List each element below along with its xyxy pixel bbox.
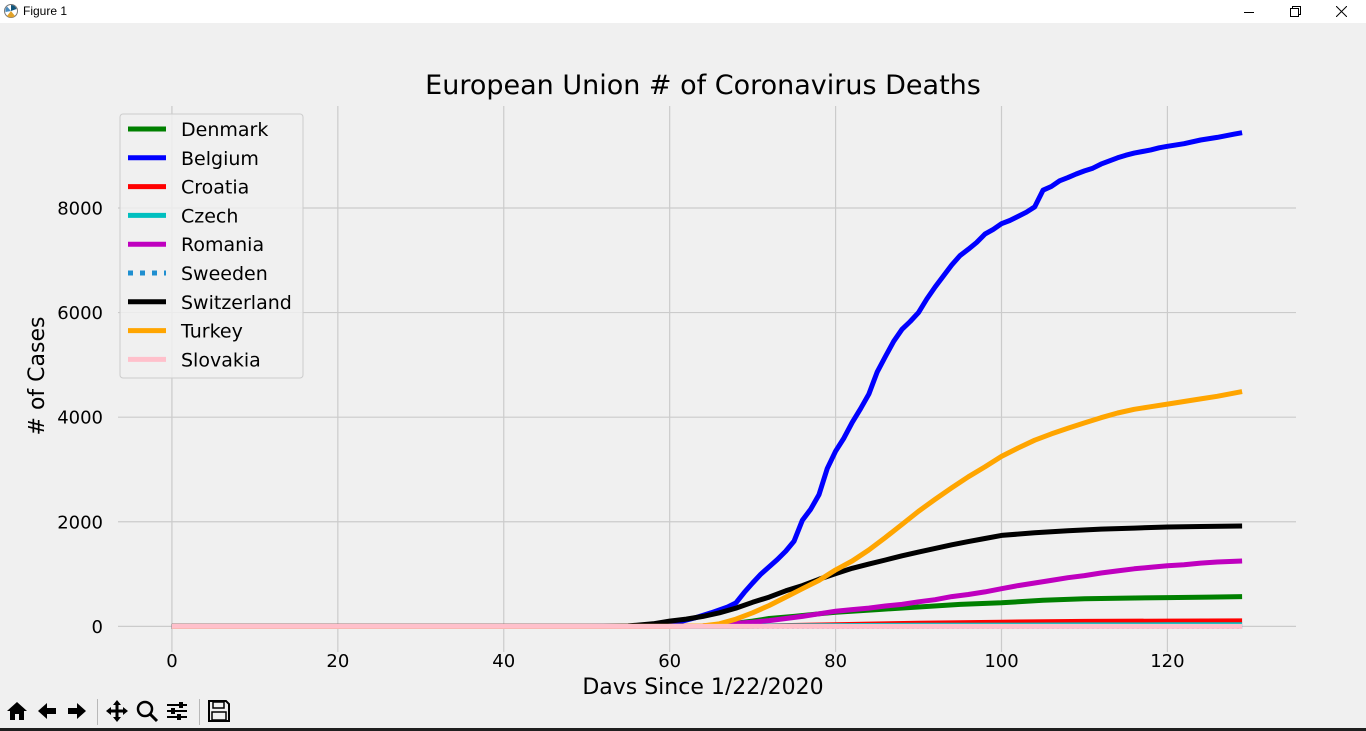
series-line-romania xyxy=(171,558,1243,629)
window-bottom-border xyxy=(0,728,1366,731)
y-axis-ticks: 0 2000 4000 6000 8000 xyxy=(57,198,103,637)
configure-subplots-icon xyxy=(167,702,187,720)
restore-icon xyxy=(1289,6,1301,17)
x-tick-label: 40 xyxy=(492,651,515,672)
forward-arrow-icon xyxy=(68,703,86,719)
y-tick-label: 8000 xyxy=(57,198,103,219)
minimize-icon xyxy=(1244,11,1254,13)
series-lines xyxy=(171,130,1243,629)
series-line-switzerland xyxy=(171,523,1243,629)
x-axis-label: Davs Since 1/22/2020 xyxy=(582,675,823,695)
x-tick-label: 120 xyxy=(1150,651,1184,672)
zoom-button[interactable] xyxy=(133,696,161,726)
x-tick-label: 100 xyxy=(984,651,1018,672)
window-titlebar: Figure 1 xyxy=(0,0,1366,23)
zoom-icon xyxy=(136,700,159,723)
save-icon xyxy=(208,700,230,722)
pan-icon xyxy=(106,700,128,722)
legend: Denmark Belgium Croatia Czech Romania Sweeden… xyxy=(119,113,304,379)
forward-button[interactable] xyxy=(63,696,91,726)
x-tick-label: 60 xyxy=(658,651,681,672)
toolbar-separator xyxy=(199,699,200,725)
legend-label-switzerland: Switzerland xyxy=(181,292,292,314)
configure-subplots-button[interactable] xyxy=(163,696,191,726)
home-button[interactable] xyxy=(3,696,31,726)
legend-label-turkey: Turkey xyxy=(180,321,243,343)
legend-label-slovakia: Slovakia xyxy=(181,349,261,371)
x-tick-label: 0 xyxy=(166,651,177,672)
legend-label-sweeden: Sweeden xyxy=(181,263,268,285)
y-tick-label: 0 xyxy=(92,617,103,638)
close-icon xyxy=(1335,6,1347,17)
save-button[interactable] xyxy=(205,696,233,726)
figure-canvas: 0 20 40 60 80 100 120 0 2000 4000 6000 8000 Europe… xyxy=(0,23,1366,695)
chart-title: European Union # of Coronavirus Deaths xyxy=(425,70,981,101)
pan-button[interactable] xyxy=(103,696,131,726)
legend-box xyxy=(119,113,304,379)
series-line-turkey xyxy=(171,389,1243,629)
minimize-button[interactable] xyxy=(1226,0,1272,23)
back-button[interactable] xyxy=(33,696,61,726)
navigation-toolbar xyxy=(0,695,1366,729)
y-tick-label: 6000 xyxy=(57,303,103,324)
y-tick-label: 2000 xyxy=(57,512,103,533)
legend-label-belgium: Belgium xyxy=(181,148,259,170)
back-arrow-icon xyxy=(38,703,56,719)
home-icon xyxy=(7,702,27,720)
series-line-belgium xyxy=(171,130,1243,629)
legend-label-denmark: Denmark xyxy=(181,119,268,141)
x-axis-ticks: 0 20 40 60 80 100 120 xyxy=(166,651,1184,672)
x-tick-label: 80 xyxy=(824,651,847,672)
matplotlib-icon xyxy=(4,4,18,18)
restore-button[interactable] xyxy=(1272,0,1318,23)
legend-label-romania: Romania xyxy=(181,234,264,256)
legend-label-czech: Czech xyxy=(181,205,238,227)
toolbar-separator xyxy=(97,699,98,725)
close-button[interactable] xyxy=(1318,0,1364,23)
y-tick-label: 4000 xyxy=(57,408,103,429)
y-axis-label: # of Cases xyxy=(25,317,50,436)
window-title: Figure 1 xyxy=(23,4,68,18)
x-tick-label: 20 xyxy=(326,651,349,672)
legend-label-croatia: Croatia xyxy=(181,177,249,199)
